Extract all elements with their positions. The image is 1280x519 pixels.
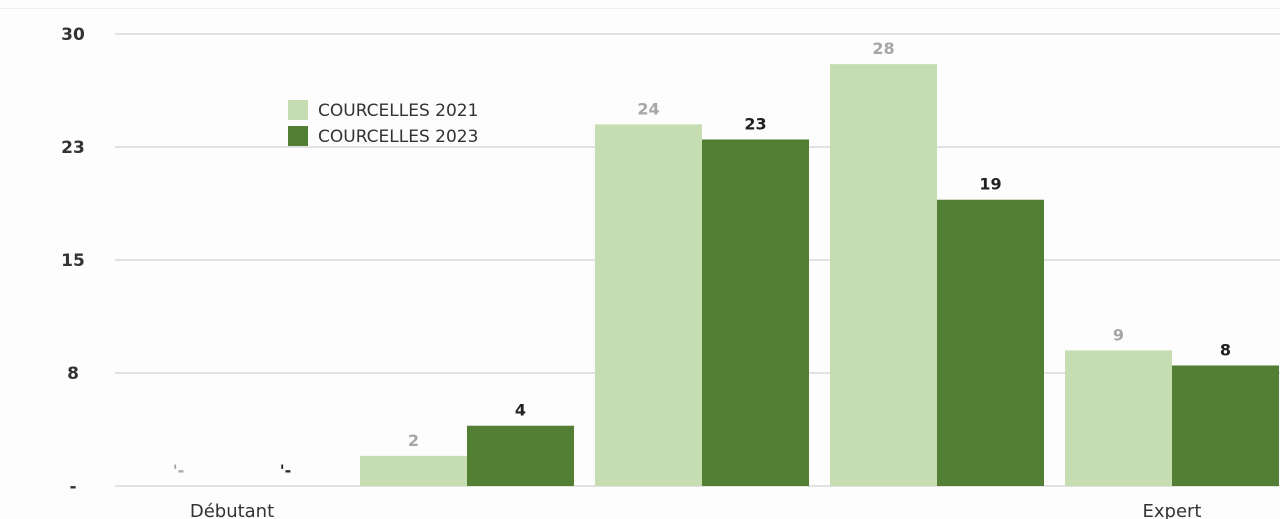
data-label: '-: [280, 461, 292, 480]
data-label: 4: [515, 401, 526, 420]
bar: [360, 455, 467, 486]
data-label: 19: [979, 175, 1001, 194]
legend: COURCELLES 2021 COURCELLES 2023: [288, 100, 478, 147]
y-tick-label: -: [69, 477, 76, 497]
y-tick-label: 23: [61, 138, 85, 158]
legend-swatch: [288, 100, 308, 120]
data-label: 28: [872, 39, 894, 58]
legend-label: COURCELLES 2021: [318, 101, 478, 121]
data-label: 23: [744, 114, 766, 133]
bars: [360, 64, 1279, 487]
legend-label: COURCELLES 2023: [318, 127, 478, 147]
bar: [830, 64, 937, 486]
x-category-label: Expert: [1143, 501, 1202, 519]
y-tick-label: 30: [61, 25, 85, 45]
bar: [937, 199, 1044, 486]
data-label: '-: [173, 461, 185, 480]
bar: [467, 425, 574, 486]
top-border: [0, 8, 1280, 9]
data-label: 24: [637, 99, 659, 118]
x-category-label: Débutant: [190, 501, 274, 519]
bar: [595, 124, 702, 487]
y-tick-label: 8: [67, 364, 79, 384]
bar: [1065, 350, 1172, 486]
bar: [1172, 365, 1279, 486]
legend-swatch: [288, 126, 308, 146]
data-label: 2: [408, 431, 419, 450]
data-label: 8: [1220, 340, 1231, 359]
y-axis-ticks: - 8 15 23 30: [61, 25, 85, 497]
x-axis-categories: Débutant Expert: [190, 501, 1202, 519]
bar: [702, 139, 809, 486]
y-tick-label: 15: [61, 251, 85, 271]
data-label: 9: [1113, 325, 1124, 344]
